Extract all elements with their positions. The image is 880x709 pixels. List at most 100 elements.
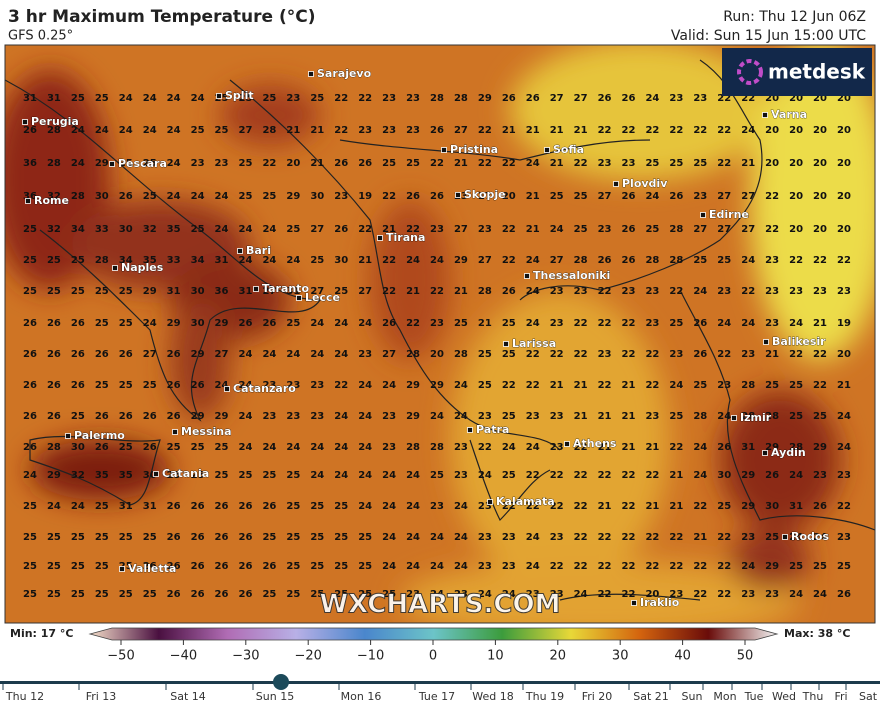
temperature-value: 25 bbox=[167, 442, 181, 453]
temperature-value: 25 bbox=[47, 561, 61, 572]
temperature-value: 26 bbox=[502, 286, 516, 297]
temperature-value: 28 bbox=[574, 255, 588, 266]
timeline-label[interactable]: Sat 21 bbox=[633, 690, 669, 703]
timeline-label[interactable]: Wed 18 bbox=[472, 690, 513, 703]
temperature-value: 20 bbox=[813, 158, 827, 169]
temperature-value: 22 bbox=[550, 561, 564, 572]
temperature-value: 26 bbox=[430, 191, 444, 202]
temperature-value: 26 bbox=[622, 255, 636, 266]
temperature-value: 21 bbox=[550, 158, 564, 169]
temperature-value: 27 bbox=[310, 224, 324, 235]
temperature-value: 26 bbox=[502, 93, 516, 104]
temperature-value: 23 bbox=[286, 411, 300, 422]
temperature-value: 21 bbox=[622, 411, 636, 422]
temperature-value: 22 bbox=[765, 224, 779, 235]
temperature-value: 29 bbox=[741, 470, 755, 481]
timeline-label[interactable]: Sun 15 bbox=[256, 690, 294, 703]
timeline-label[interactable]: Fri 20 bbox=[582, 690, 613, 703]
timeline-label[interactable]: Sat 14 bbox=[170, 690, 206, 703]
temperature-value: 22 bbox=[598, 380, 612, 391]
temperature-value: 25 bbox=[574, 191, 588, 202]
temperature-value: 30 bbox=[191, 286, 205, 297]
timeline-label[interactable]: Wed bbox=[772, 690, 796, 703]
timeline-label[interactable]: Sat bbox=[859, 690, 878, 703]
temperature-value: 26 bbox=[23, 411, 37, 422]
temperature-value: 26 bbox=[71, 380, 85, 391]
temperature-value: 22 bbox=[622, 589, 636, 600]
city-marker bbox=[524, 273, 530, 279]
timeline-label[interactable]: Mon bbox=[713, 690, 736, 703]
temperature-value: 22 bbox=[358, 224, 372, 235]
temperature-value: 23 bbox=[382, 442, 396, 453]
temperature-value: 28 bbox=[454, 349, 468, 360]
temperature-value: 26 bbox=[167, 411, 181, 422]
city-label: Perugia bbox=[31, 115, 79, 128]
timeline-label[interactable]: Thu 12 bbox=[5, 690, 44, 703]
timeline-label[interactable]: Tue bbox=[744, 690, 764, 703]
city-label: Split bbox=[225, 89, 254, 102]
city-label: Palermo bbox=[74, 429, 125, 442]
temperature-value: 26 bbox=[167, 561, 181, 572]
city-label: Catania bbox=[162, 467, 209, 480]
temperature-value: 22 bbox=[669, 125, 683, 136]
temperature-value: 22 bbox=[717, 93, 731, 104]
timeline-knob[interactable] bbox=[273, 674, 289, 690]
city-marker bbox=[544, 147, 550, 153]
temperature-value: 29 bbox=[406, 380, 420, 391]
temperature-value: 25 bbox=[71, 93, 85, 104]
temperature-value: 23 bbox=[789, 286, 803, 297]
timeline-label[interactable]: Mon 16 bbox=[341, 690, 382, 703]
temperature-value: 25 bbox=[286, 561, 300, 572]
temperature-value: 26 bbox=[47, 380, 61, 391]
temperature-value: 25 bbox=[23, 589, 37, 600]
temperature-value: 28 bbox=[765, 411, 779, 422]
temperature-value: 24 bbox=[71, 501, 85, 512]
temperature-value: 27 bbox=[574, 93, 588, 104]
temperature-value: 24 bbox=[717, 411, 731, 422]
temperature-value: 22 bbox=[741, 93, 755, 104]
temperature-value: 24 bbox=[143, 125, 157, 136]
temperature-value: 35 bbox=[167, 224, 181, 235]
temperature-value: 25 bbox=[47, 255, 61, 266]
temperature-value: 22 bbox=[645, 532, 659, 543]
temperature-value: 22 bbox=[717, 158, 731, 169]
timeline-label[interactable]: Fri 13 bbox=[86, 690, 117, 703]
temperature-value: 25 bbox=[238, 470, 252, 481]
temperature-value: 22 bbox=[502, 380, 516, 391]
temperature-value: 29 bbox=[406, 411, 420, 422]
timeline-label[interactable]: Fri bbox=[834, 690, 847, 703]
temperature-value: 29 bbox=[191, 349, 205, 360]
temperature-value: 25 bbox=[143, 380, 157, 391]
city-marker bbox=[22, 119, 28, 125]
temperature-value: 25 bbox=[286, 470, 300, 481]
temperature-value: 35 bbox=[119, 470, 133, 481]
temperature-value: 31 bbox=[286, 286, 300, 297]
timeline-label[interactable]: Thu bbox=[802, 690, 824, 703]
temperature-value: 26 bbox=[167, 589, 181, 600]
temperature-value: 27 bbox=[717, 191, 731, 202]
temperature-value: 23 bbox=[837, 470, 851, 481]
city-marker bbox=[503, 341, 509, 347]
timeline-label[interactable]: Tue 17 bbox=[418, 690, 455, 703]
temperature-value: 25 bbox=[765, 532, 779, 543]
temperature-value: 24 bbox=[430, 532, 444, 543]
temperature-value: 21 bbox=[765, 349, 779, 360]
city-marker bbox=[731, 415, 737, 421]
temperature-value: 23 bbox=[574, 286, 588, 297]
temperature-value: 23 bbox=[765, 318, 779, 329]
temperature-value: 29 bbox=[454, 255, 468, 266]
temperature-value: 24 bbox=[741, 255, 755, 266]
temperature-value: 25 bbox=[238, 158, 252, 169]
timeline-label[interactable]: Sun bbox=[682, 690, 703, 703]
temperature-value: 23 bbox=[526, 411, 540, 422]
temperature-value: 24 bbox=[526, 442, 540, 453]
temperature-value: 26 bbox=[167, 380, 181, 391]
timeline-label[interactable]: Thu 19 bbox=[525, 690, 564, 703]
temperature-value: 25 bbox=[262, 191, 276, 202]
temperature-value: 20 bbox=[837, 191, 851, 202]
temperature-value: 24 bbox=[645, 191, 659, 202]
temperature-value: 29 bbox=[47, 470, 61, 481]
temperature-value: 25 bbox=[574, 224, 588, 235]
temperature-value: 23 bbox=[454, 191, 468, 202]
temperature-value: 25 bbox=[765, 380, 779, 391]
